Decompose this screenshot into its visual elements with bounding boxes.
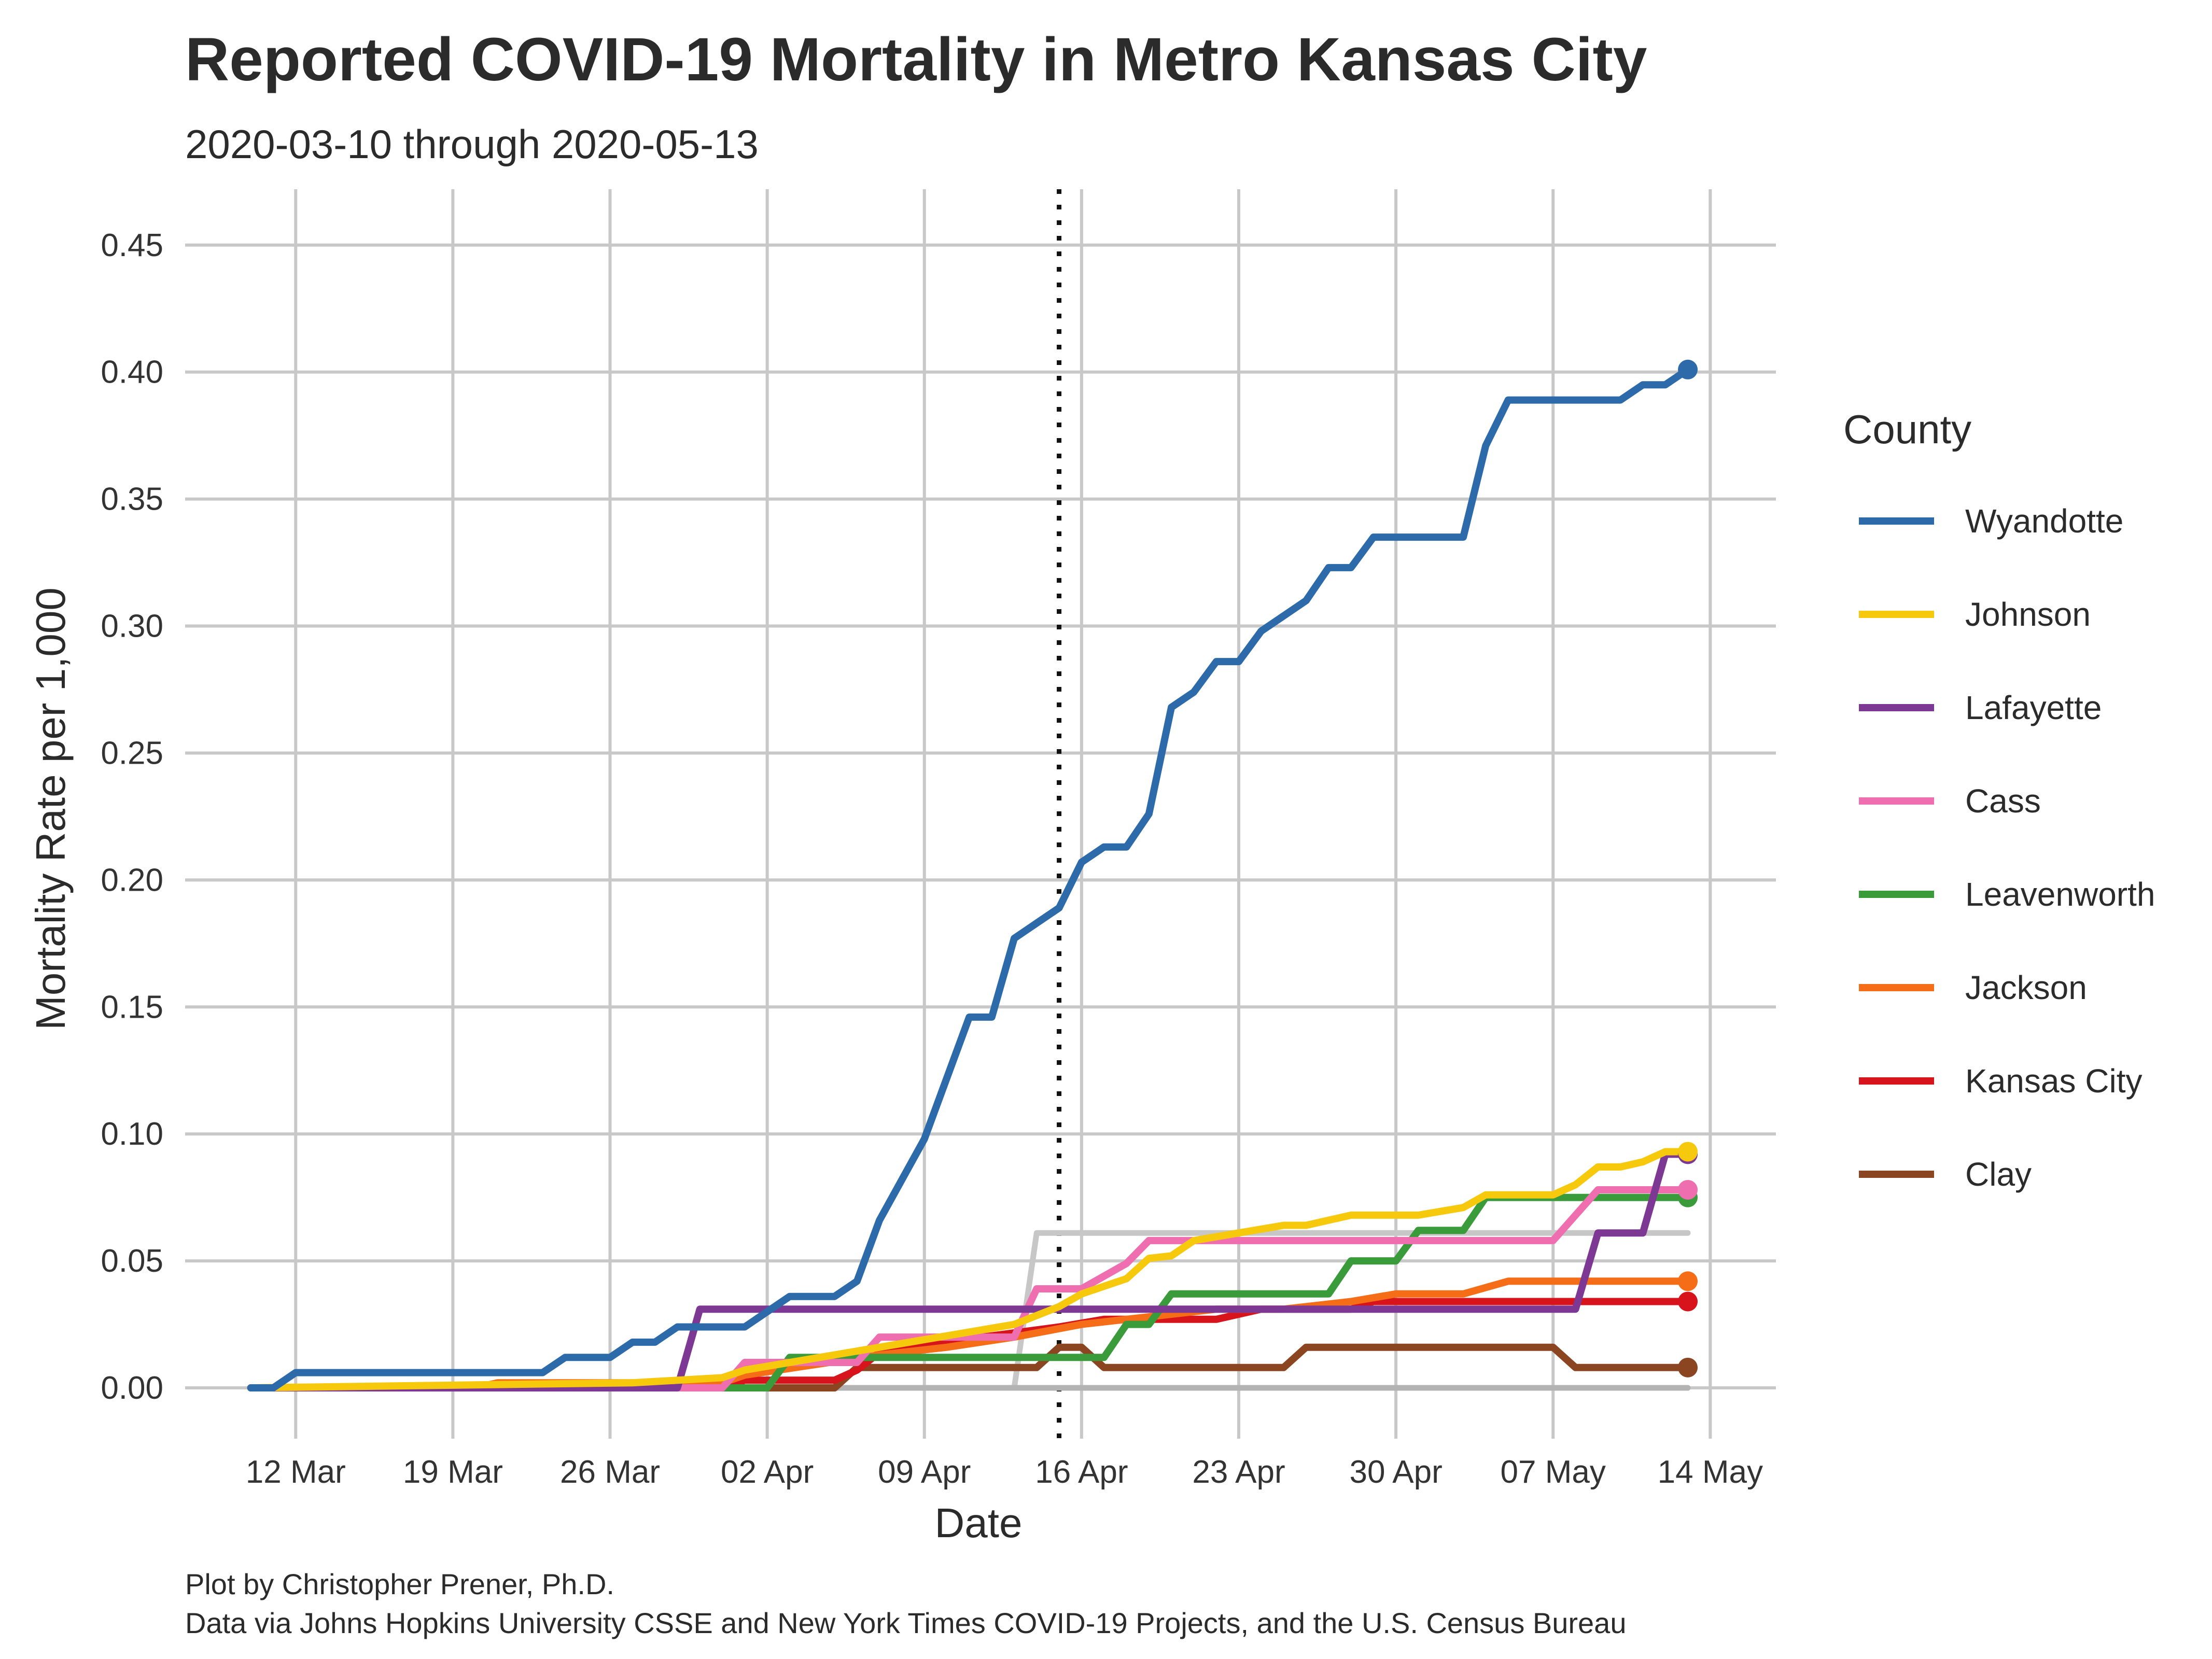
y-tick-label: 0.25 [101, 735, 163, 771]
series-endpoint-cass [1678, 1179, 1698, 1200]
caption-credit: Plot by Christopher Prener, Ph.D. [185, 1568, 614, 1600]
series-line-lafayette [247, 1150, 1691, 1391]
y-tick-label: 0.35 [101, 482, 163, 517]
legend-label-clay: Clay [1965, 1156, 2032, 1193]
x-tick-label: 09 Apr [878, 1454, 971, 1490]
y-tick-label: 0.45 [101, 228, 163, 263]
series-line-wyandotte [247, 365, 1691, 1391]
legend-items: Wyandotte Johnson Lafayette Cass Leavenworth… [1859, 502, 2155, 1193]
y-tick-label: 0.10 [101, 1116, 163, 1152]
x-tick-label: 30 Apr [1349, 1454, 1442, 1490]
plot-area [185, 189, 1776, 1439]
y-tick-label: 0.30 [101, 609, 163, 644]
chart-title: Reported COVID-19 Mortality in Metro Kan… [185, 25, 1647, 94]
legend-label-leavenworth: Leavenworth [1965, 876, 2155, 913]
series-endpoint-wyandotte [1678, 359, 1698, 379]
caption-sources: Data via Johns Hopkins University CSSE a… [185, 1607, 1626, 1639]
series-endpoint-clay [1678, 1357, 1698, 1377]
legend-label-kansas-city: Kansas City [1965, 1062, 2142, 1100]
series-lines [247, 365, 1691, 1391]
legend-label-wyandotte: Wyandotte [1965, 502, 2123, 540]
x-tick-label: 12 Mar [246, 1454, 346, 1490]
legend-label-jackson: Jackson [1965, 969, 2087, 1006]
x-tick-label: 07 May [1501, 1454, 1606, 1490]
legend-title: County [1843, 406, 1971, 452]
legend-label-lafayette: Lafayette [1965, 689, 2102, 726]
x-tick-label: 02 Apr [721, 1454, 814, 1490]
legend: County Wyandotte Johnson Lafayette Cass Leav… [1843, 406, 2155, 1193]
y-axis-title: Mortality Rate per 1,000 [27, 587, 74, 1030]
series-line-johnson [247, 1148, 1691, 1391]
series-end-points [1678, 359, 1698, 1377]
x-tick-label: 16 Apr [1035, 1454, 1128, 1490]
y-tick-label: 0.15 [101, 989, 163, 1025]
x-axis-title: Date [935, 1500, 1023, 1546]
x-tick-label: 26 Mar [560, 1454, 660, 1490]
y-tick-label: 0.05 [101, 1243, 163, 1279]
x-tick-label: 23 Apr [1192, 1454, 1285, 1490]
series-endpoint-jackson [1678, 1271, 1698, 1291]
x-tick-labels: 12 Mar 19 Mar 26 Mar 02 Apr 09 Apr 16 Apr 23 A… [246, 1454, 1763, 1490]
y-tick-label: 0.00 [101, 1370, 163, 1406]
chart-subtitle: 2020-03-10 through 2020-05-13 [185, 121, 759, 167]
y-gridlines [185, 243, 1776, 1390]
x-tick-label: 19 Mar [403, 1454, 503, 1490]
y-tick-labels: 0.00 0.05 0.10 0.15 0.20 0.25 0.30 0.35 0.40 0.45 [101, 228, 163, 1406]
x-gridlines [294, 189, 1712, 1439]
y-tick-label: 0.20 [101, 862, 163, 898]
legend-label-johnson: Johnson [1965, 596, 2091, 633]
series-endpoint-kansas-city [1678, 1291, 1698, 1312]
y-tick-label: 0.40 [101, 355, 163, 390]
series-endpoint-johnson [1678, 1142, 1698, 1162]
legend-label-cass: Cass [1965, 782, 2041, 820]
x-tick-label: 14 May [1658, 1454, 1763, 1490]
